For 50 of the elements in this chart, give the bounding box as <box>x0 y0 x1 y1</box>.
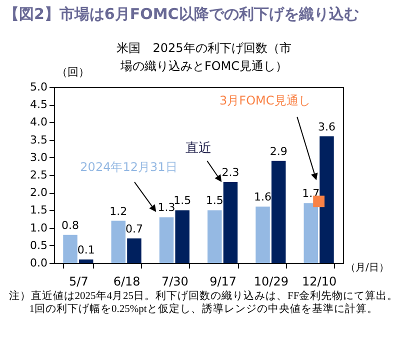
data-label: 3.6 <box>318 120 336 134</box>
x-tick-label: 6/18 <box>113 274 140 288</box>
chart-subtitle: 米国 2025年の利下げ回数（市場の織り込みとFOMC見通し） <box>116 40 292 75</box>
y-axis-title: （回） <box>56 66 90 78</box>
y-tick-label: 1.5 <box>30 204 48 217</box>
y-tick-label: 0.0 <box>30 256 48 270</box>
data-label: 0.7 <box>125 222 143 236</box>
data-label: 1.5 <box>174 194 192 208</box>
text: 2024年12月31日 <box>80 160 178 174</box>
bar <box>78 259 94 263</box>
bar <box>208 210 222 263</box>
y-tick-label: 5.0 <box>30 80 48 94</box>
bar <box>127 238 142 263</box>
bar <box>63 234 78 263</box>
data-label: 1.5 <box>206 194 224 208</box>
bar <box>175 210 190 263</box>
data-label: 2.9 <box>270 144 288 158</box>
y-tick-label: 1.0 <box>30 221 48 234</box>
x-tick-label: 5/7 <box>69 274 88 288</box>
text: 注）直近値は2025年4月25日。利下げ回数の織り込みは、FF金利先物にて算出。 <box>8 290 400 303</box>
data-label: 2.3 <box>222 166 240 180</box>
bar <box>304 203 318 263</box>
chart-title: 【図2】市場は6月FOMC以降での利下げを織り込む <box>4 5 359 24</box>
bar <box>320 136 334 263</box>
data-label: 0.8 <box>62 218 80 232</box>
bar <box>271 160 286 263</box>
x-tick-label: 7/30 <box>161 274 188 288</box>
bar <box>256 206 270 263</box>
y-tick-label: 0.5 <box>30 238 48 252</box>
data-label: 1.3 <box>158 201 176 214</box>
x-axis-title: （月/日） <box>346 262 389 274</box>
bar <box>111 220 126 263</box>
y-tick-label: 4.5 <box>30 98 48 112</box>
y-tick-label: 2.5 <box>30 168 48 182</box>
x-tick-label: 9/17 <box>210 274 237 288</box>
data-label: 0.1 <box>77 243 95 256</box>
text: 1回の利下げ幅を0.25%ptと仮定し、誘導レンジの中央値を基準に計算。 <box>28 303 379 316</box>
y-tick-label: 3.0 <box>30 150 48 164</box>
x-tick-label: 12/10 <box>302 274 337 288</box>
text: 直近 <box>186 141 212 156</box>
y-tick-label: 2.0 <box>30 186 48 200</box>
y-tick-label: 3.5 <box>30 133 48 146</box>
x-tick-label: 10/29 <box>254 274 288 288</box>
bar <box>223 182 238 263</box>
bar <box>159 217 174 263</box>
text: 3月FOMC見通し <box>220 94 310 108</box>
data-label: 1.7 <box>302 187 320 200</box>
y-tick-label: 4.0 <box>30 116 48 129</box>
data-label: 1.2 <box>110 204 128 218</box>
data-label: 1.6 <box>254 190 272 204</box>
